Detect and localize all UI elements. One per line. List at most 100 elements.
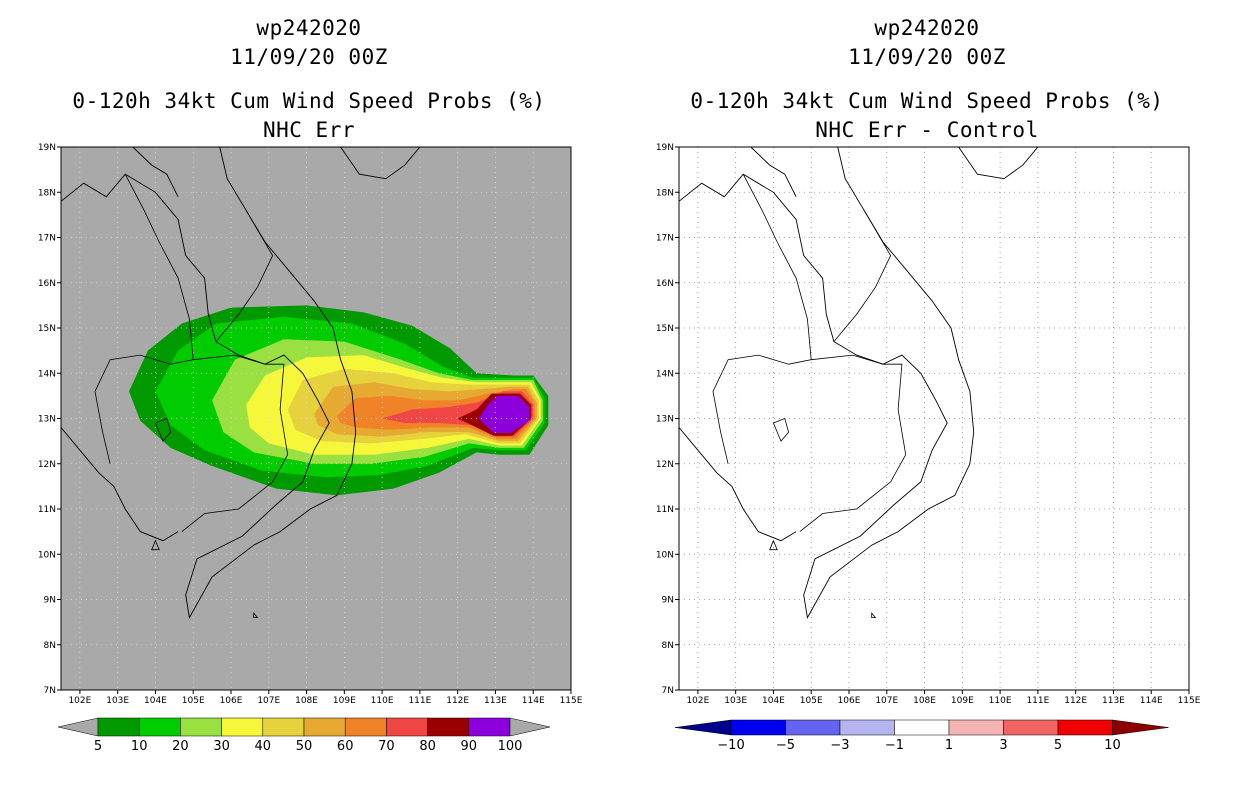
left-x-tick-label: 109E (333, 696, 356, 706)
left-y-tick-label: 18N (38, 188, 56, 198)
left-contour-90 (478, 395, 530, 433)
left-panel: wp242020 11/09/20 00Z 0-120h 34kt Cum Wi… (38, 16, 583, 754)
right-panel: wp242020 11/09/20 00Z 0-120h 34kt Cum Wi… (618, 0, 1236, 800)
left-colorbar-label: 20 (172, 739, 189, 754)
right-island (871, 611, 877, 618)
left-coastline (340, 146, 421, 180)
left-colorbar-swatch (221, 717, 264, 737)
right-island (769, 539, 778, 551)
left-x-tick-label: 110E (371, 696, 394, 706)
right-x-tick-label: 105E (800, 696, 823, 706)
left-x-tick-label: 107E (257, 696, 280, 706)
right-title-date: 11/09/20 00Z (848, 45, 1006, 69)
right-y-tick-label: 9N (662, 596, 674, 606)
left-x-tick-label: 102E (68, 696, 91, 706)
left-x-tick-label: 106E (220, 696, 243, 706)
left-colorbar-swatch (262, 717, 305, 737)
right-x-tick-label: 112E (1064, 696, 1087, 706)
right-island (772, 417, 790, 442)
left-x-tick-label: 103E (106, 696, 129, 706)
right-x-tick-label: 106E (838, 696, 861, 706)
left-coastline (60, 146, 357, 619)
right-border (799, 354, 907, 532)
left-colorbar-label: 60 (337, 739, 354, 754)
left-colorbar-label: 100 (498, 739, 523, 754)
right-y-tick-label: 18N (656, 188, 674, 198)
left-coastline (132, 146, 179, 198)
right-colorbar-label: 3 (999, 738, 1007, 753)
right-colorbar-low-arrow (674, 719, 732, 736)
left-x-tick-label: 115E (560, 696, 583, 706)
left-title-date: 11/09/20 00Z (230, 45, 388, 69)
right-coastline (678, 427, 797, 542)
right-y-tick-label: 12N (656, 460, 674, 470)
left-colorbar-label: 70 (378, 739, 395, 754)
left-colorbar-swatch (138, 717, 181, 737)
left-title-product: 0-120h 34kt Cum Wind Speed Probs (%) (72, 89, 546, 113)
left-y-tick-label: 12N (38, 460, 56, 470)
left-x-tick-label: 105E (182, 696, 205, 706)
left-colorbar-label: 80 (419, 739, 436, 754)
left-colorbar-label: 30 (213, 739, 230, 754)
right-x-tick-label: 103E (724, 696, 747, 706)
left-colorbar-label: 90 (461, 739, 478, 754)
left-colorbar-swatch (427, 717, 470, 737)
right-x-tick-label: 108E (913, 696, 936, 706)
right-y-tick-label: 15N (656, 324, 674, 334)
right-colorbar-swatch (894, 719, 950, 736)
left-y-tick-label: 11N (38, 505, 56, 515)
left-x-tick-label: 111E (408, 696, 431, 706)
right-y-tick-label: 11N (656, 505, 674, 515)
right-chart: 102E 103E 104E 105E 106E 107E 108E 109E 110E 111E… (656, 143, 1201, 753)
left-x-tick-label: 112E (446, 696, 469, 706)
left-coastline (60, 427, 179, 542)
left-y-tick-label: 15N (38, 324, 56, 334)
right-colorbar-label: −10 (717, 738, 744, 753)
right-y-tick-label: 10N (656, 550, 674, 560)
left-title-subtitle: NHC Err (262, 118, 355, 142)
left-x-tick-label: 104E (144, 696, 167, 706)
left-colorbar-swatch (344, 717, 387, 737)
right-x-tick-label: 107E (875, 696, 898, 706)
right-title-storm: wp242020 (874, 16, 980, 40)
left-x-tick-label: 108E (295, 696, 318, 706)
right-colorbar-swatch (948, 719, 1004, 736)
left-y-tick-label: 9N (44, 596, 56, 606)
right-border (833, 210, 892, 342)
right-colorbar-label: 5 (1054, 738, 1062, 753)
left-colorbar-low-arrow (57, 717, 99, 737)
left-y-tick-label: 10N (38, 550, 56, 560)
right-coastline (678, 146, 975, 619)
right-x-tick-label: 113E (1102, 696, 1125, 706)
right-colorbar-swatch (785, 719, 841, 736)
right-title-subtitle: NHC Err - Control (815, 118, 1039, 142)
right-x-tick-label: 110E (989, 696, 1012, 706)
right-coastline (750, 146, 797, 198)
right-colorbar-swatch (730, 719, 786, 736)
right-y-tick-label: 16N (656, 279, 674, 289)
left-border (94, 174, 194, 464)
left-colorbar-swatch (468, 717, 511, 737)
left-colorbar-swatch (180, 717, 222, 737)
left-colorbar-swatch (97, 717, 140, 737)
right-title-product: 0-120h 34kt Cum Wind Speed Probs (%) (690, 89, 1164, 113)
left-colorbar-label: 50 (296, 739, 313, 754)
left-colorbar-label: 40 (255, 739, 272, 754)
left-y-tick-label: 19N (38, 143, 56, 153)
right-colorbar-high-arrow (1112, 719, 1169, 736)
right-colorbar-label: 1 (945, 738, 953, 753)
right-colorbar-swatch (1003, 719, 1059, 736)
left-y-tick-label: 16N (38, 279, 56, 289)
left-y-tick-label: 17N (38, 234, 56, 244)
right-y-tick-label: 13N (656, 415, 674, 425)
right-colorbar-label: −1 (885, 738, 904, 753)
right-y-tick-label: 8N (662, 641, 674, 651)
right-y-tick-label: 17N (656, 234, 674, 244)
left-colorbar-label: 5 (94, 739, 102, 754)
left-border (215, 210, 274, 342)
right-border (712, 174, 812, 464)
left-x-tick-label: 113E (484, 696, 507, 706)
right-y-tick-label: 19N (656, 143, 674, 153)
left-island (154, 417, 172, 442)
right-x-tick-label: 104E (762, 696, 785, 706)
